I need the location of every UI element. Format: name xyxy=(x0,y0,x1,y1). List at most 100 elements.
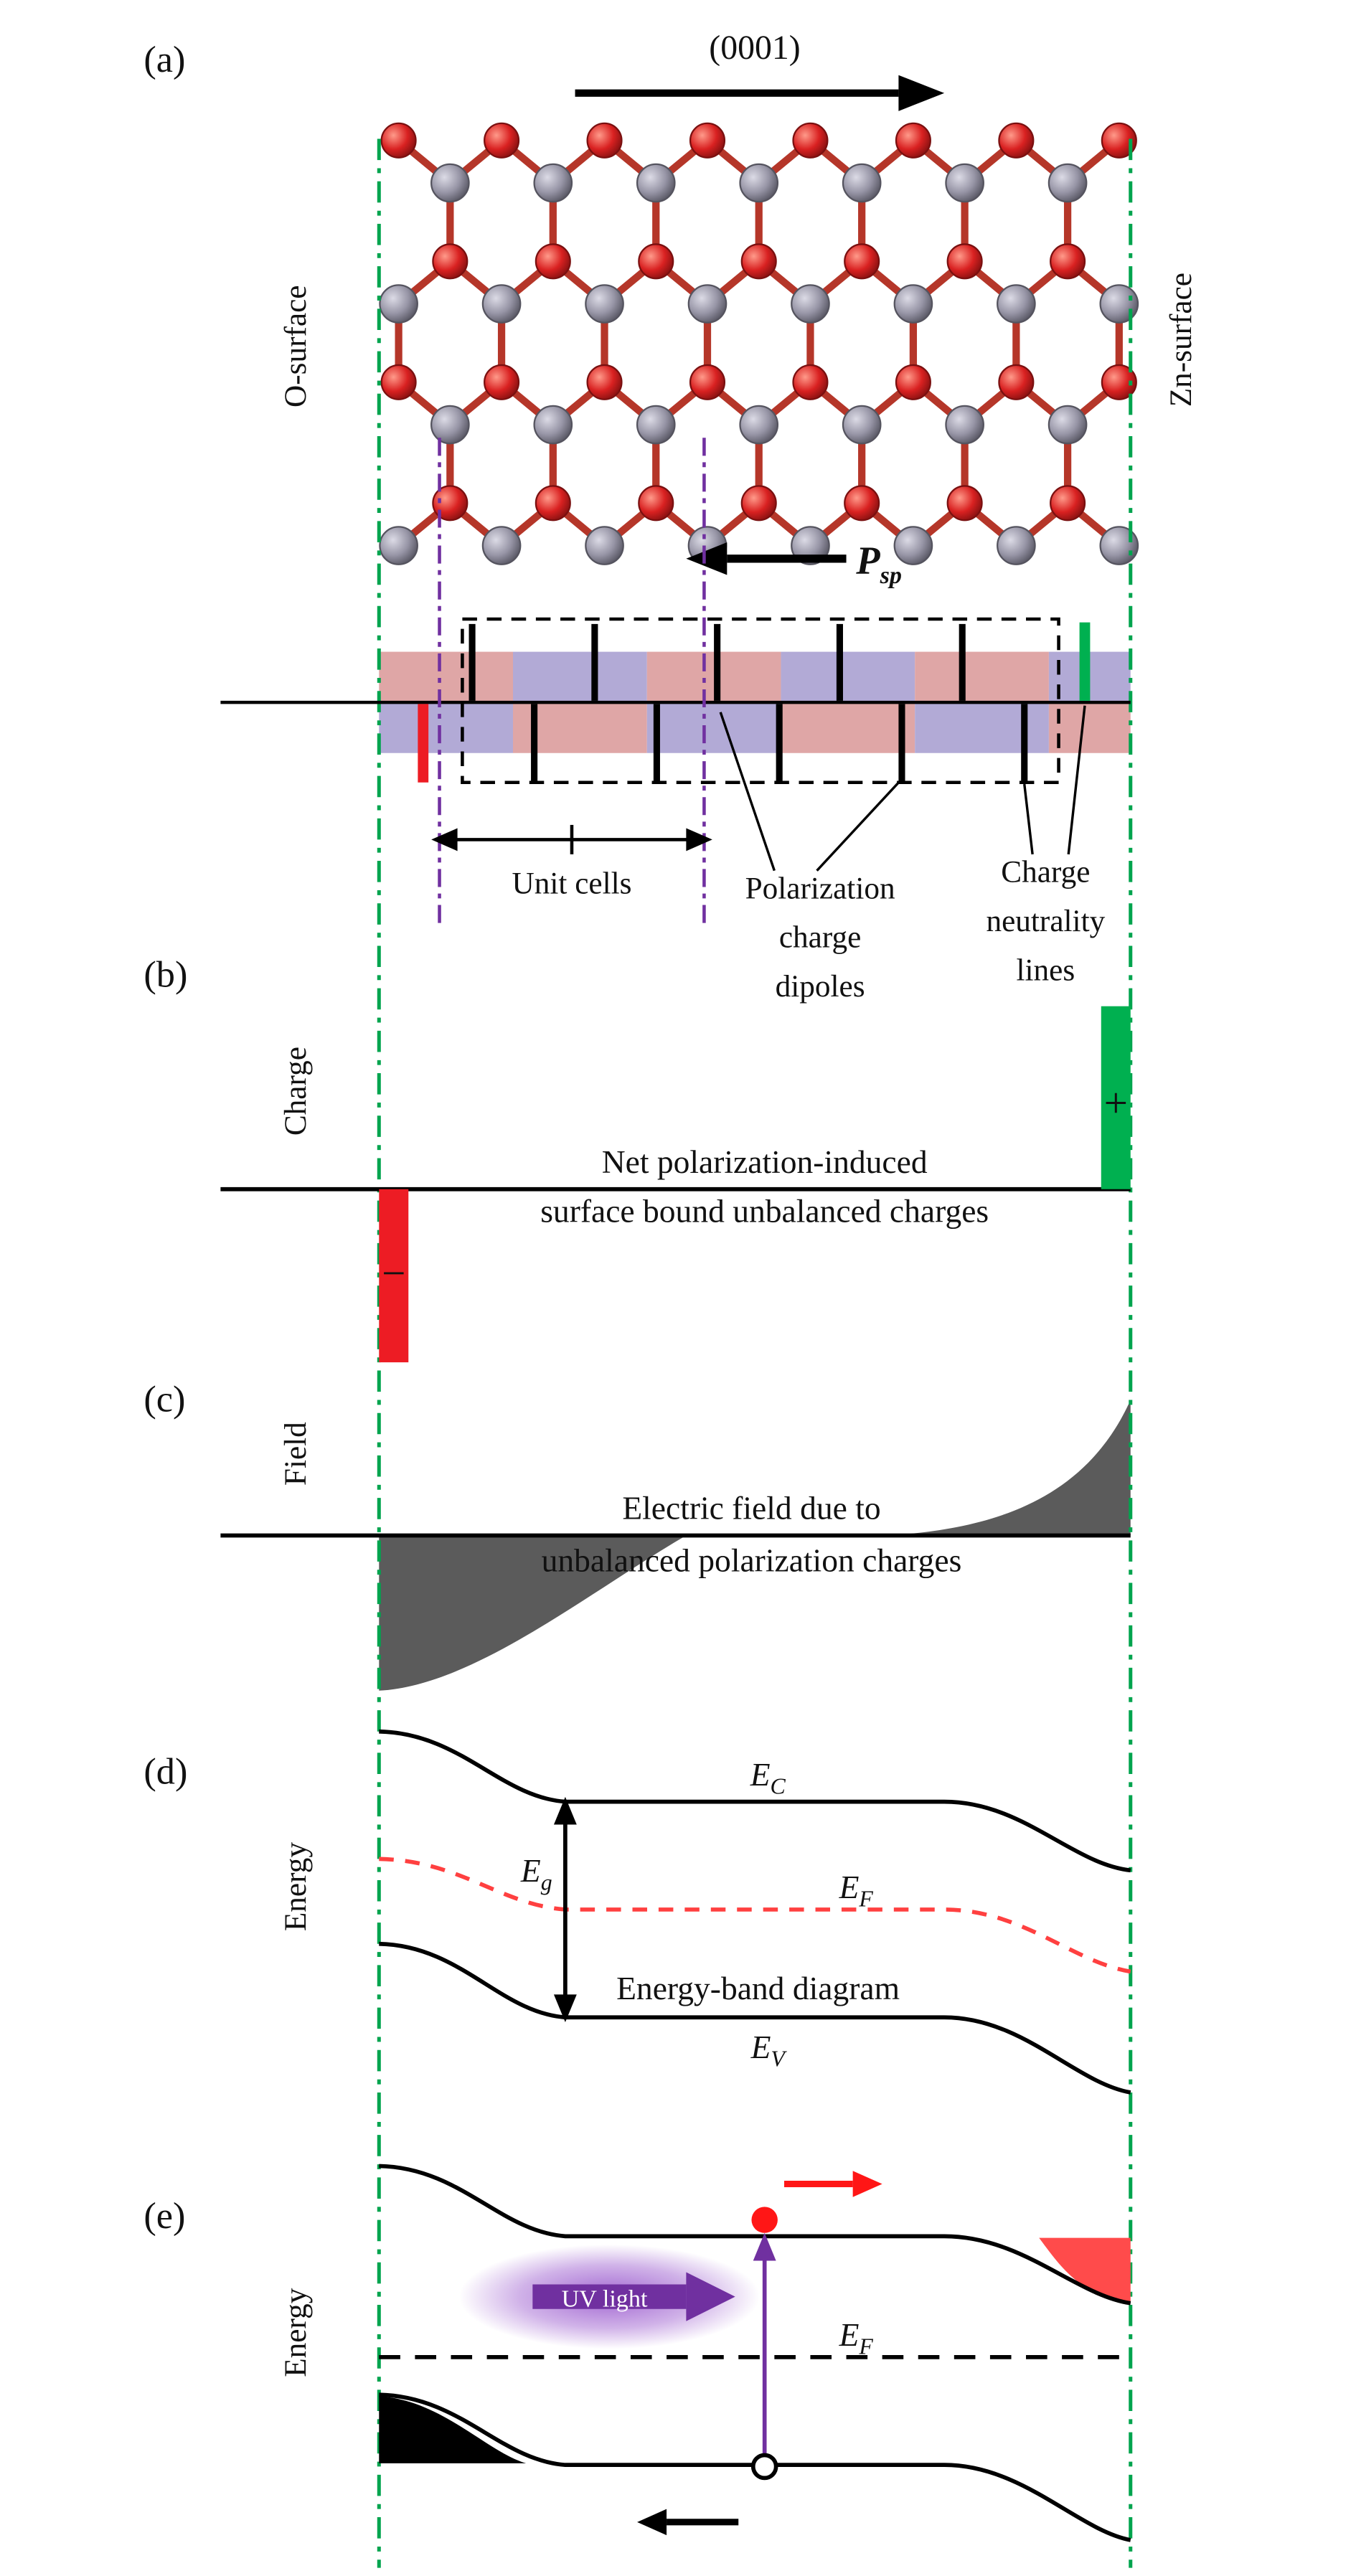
atom-oxygen xyxy=(380,364,417,400)
atom-zinc xyxy=(1099,284,1139,324)
neutrality-pointer-line xyxy=(1067,705,1086,855)
atom-oxygen xyxy=(1050,485,1086,522)
atom-zinc xyxy=(687,284,728,324)
atom-zinc xyxy=(430,405,470,445)
atom-oxygen xyxy=(946,243,983,280)
atom-zinc xyxy=(430,163,470,203)
atom-oxygen xyxy=(689,364,726,400)
atom-zinc xyxy=(893,284,933,324)
atom-oxygen xyxy=(535,485,571,522)
atom-oxygen xyxy=(432,243,469,280)
neutrality-caption-line1: Charge xyxy=(1001,855,1090,890)
dipole-caption-line1: Polarization xyxy=(745,871,895,905)
panel-a-label: (a) xyxy=(143,39,185,80)
unit-cell-arrow-head-right xyxy=(686,828,712,851)
atom-zinc xyxy=(893,526,933,565)
ev-label: EV xyxy=(750,2029,788,2071)
atom-zinc xyxy=(636,163,676,203)
atom-oxygen xyxy=(946,485,983,522)
atom-zinc xyxy=(997,526,1036,565)
atom-zinc xyxy=(636,405,676,445)
dipole-ticks-below xyxy=(531,704,1028,781)
dipole-caption-line2: charge xyxy=(779,920,861,955)
panel-d: (d) Energy EC EF EV Eg Energy-band diagr… xyxy=(143,1729,1131,2095)
atom-oxygen xyxy=(1050,243,1086,280)
band-segment xyxy=(379,651,514,703)
atom-zinc xyxy=(739,163,779,203)
band-segment xyxy=(646,702,781,753)
band-segment xyxy=(781,702,915,753)
panel-a-annotations: (a) (0001) O-surface Zn-surface Psp xyxy=(143,29,1198,1004)
panel-b-label: (b) xyxy=(143,953,187,995)
atom-oxygen xyxy=(535,243,571,280)
energy-axis-label-d: Energy xyxy=(278,1842,313,1931)
eg-label: Eg xyxy=(520,1852,552,1895)
atom-oxygen xyxy=(638,485,674,522)
atom-zinc xyxy=(585,284,624,324)
band-segment xyxy=(915,702,1049,753)
atom-oxygen xyxy=(1101,364,1137,400)
atom-zinc xyxy=(533,163,573,203)
atom-zinc xyxy=(945,405,984,445)
direction-arrow-head xyxy=(898,75,945,111)
psp-arrow-head xyxy=(686,542,728,575)
panel-d-label: (d) xyxy=(143,1751,187,1793)
ec-label: EC xyxy=(750,1756,786,1798)
panel-e: (e) Energy UV light EF xyxy=(143,2164,1131,2542)
ef-label-d: EF xyxy=(839,1869,874,1911)
o-surface-label: O-surface xyxy=(278,285,313,407)
crystal-lattice xyxy=(379,122,1139,565)
atom-oxygen xyxy=(638,243,674,280)
negative-charge-bar xyxy=(379,1189,409,1363)
atom-oxygen xyxy=(432,485,469,522)
atom-oxygen xyxy=(844,243,880,280)
electron-drift-arrow-head xyxy=(852,2171,882,2197)
panel-c-label: (c) xyxy=(143,1378,185,1420)
hole-dot xyxy=(750,2453,778,2481)
atom-oxygen xyxy=(740,485,777,522)
positive-charge-bar xyxy=(1101,1006,1131,1189)
band-segment xyxy=(379,702,514,753)
dipole-caption-line3: dipoles xyxy=(776,969,865,1004)
atom-oxygen xyxy=(586,364,623,400)
plus-sign: + xyxy=(1104,1080,1128,1127)
atom-oxygen xyxy=(895,364,931,400)
atom-zinc xyxy=(379,284,418,324)
atom-zinc xyxy=(481,526,522,565)
field-caption-line1: Electric field due to xyxy=(622,1490,880,1527)
direction-0001-label: (0001) xyxy=(709,29,800,67)
valence-band-curve xyxy=(379,1941,1131,2095)
dipole-dashed-box xyxy=(461,617,1060,785)
field-profile xyxy=(379,1400,1131,1691)
uv-light-label: UV light xyxy=(562,2285,648,2312)
atom-oxygen xyxy=(484,364,520,400)
atom-zinc xyxy=(1099,526,1139,565)
conduction-band-curve xyxy=(379,1729,1131,1873)
panel-b: (b) Charge + − Net polarization-induced … xyxy=(143,953,1131,1363)
field-curve-left xyxy=(379,1535,687,1691)
electron-accumulation-region xyxy=(1039,2237,1131,2303)
panel-e-label: (e) xyxy=(143,2195,185,2237)
psp-label: Psp xyxy=(855,538,902,589)
atom-zinc xyxy=(791,284,830,324)
minus-sign: − xyxy=(382,1249,405,1296)
panel-c: (c) Field Electric field due to unbalanc… xyxy=(143,1378,1131,1579)
neutrality-pointer-line xyxy=(1023,783,1034,855)
atom-oxygen xyxy=(792,364,829,400)
unit-cells-label: Unit cells xyxy=(512,867,632,901)
bandgap-arrow-head-bottom xyxy=(553,1994,577,2023)
excitation-arrow-head xyxy=(753,2232,776,2261)
neutrality-caption-line3: lines xyxy=(1017,953,1075,987)
fermi-level-curve xyxy=(379,1856,1131,1974)
band-diagram-caption: Energy-band diagram xyxy=(616,1970,900,2006)
atom-oxygen xyxy=(586,122,623,159)
atom-zinc xyxy=(997,284,1036,324)
atom-oxygen xyxy=(689,122,726,159)
uv-arrow-head xyxy=(686,2272,735,2321)
atom-oxygen xyxy=(844,485,880,522)
dipole-ticks-above xyxy=(469,623,966,701)
atom-oxygen xyxy=(740,243,777,280)
hole-drift-arrow-head xyxy=(637,2509,667,2536)
atom-zinc xyxy=(379,526,418,565)
